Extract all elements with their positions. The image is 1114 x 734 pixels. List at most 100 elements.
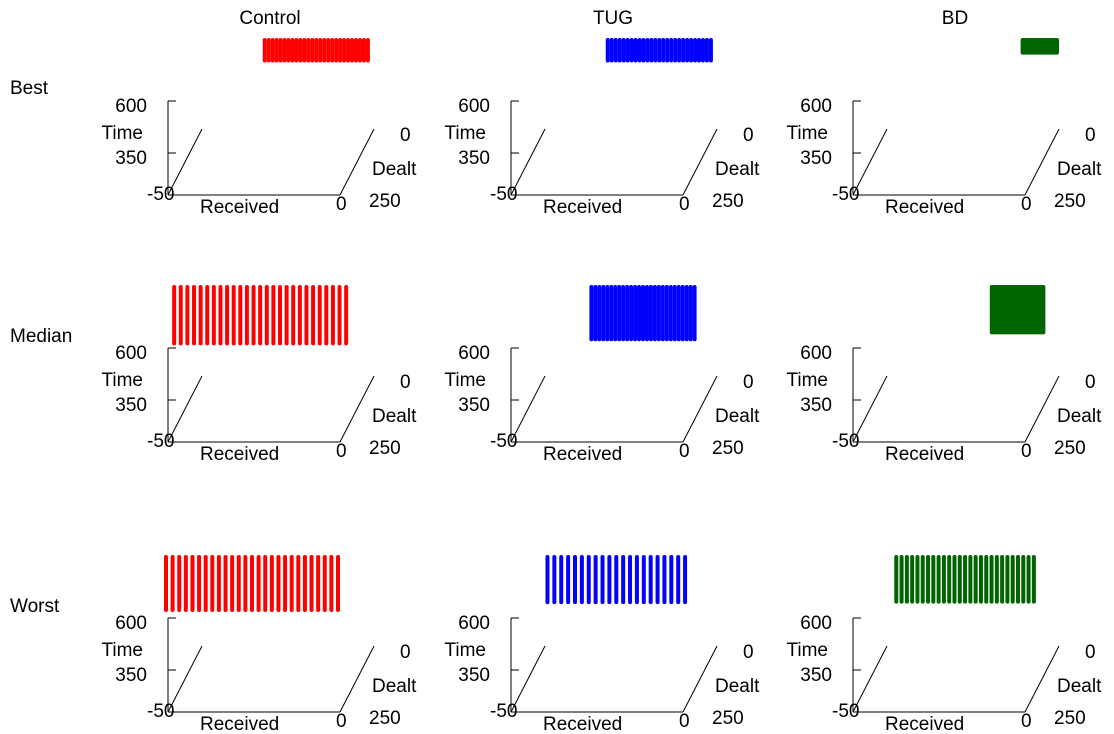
z-tick-600-worst-tug: 600 (458, 613, 490, 634)
axis-dealt-line-median-tug (682, 375, 718, 443)
z-tick-600-worst-control: 600 (115, 613, 147, 634)
z-label-median-tug: Time (444, 370, 486, 391)
z-tick-600-median-control: 600 (115, 343, 147, 364)
x-tick-max-median-bd: 0 (1021, 441, 1032, 462)
axis-dealt-line-best-control (339, 128, 375, 196)
x-tick-min-worst-bd: -50 (832, 701, 859, 722)
y-label-best-bd: Dealt (1057, 159, 1102, 180)
y-tick-max-best-control: 250 (369, 191, 401, 212)
x-label-best-bd: Received (885, 197, 964, 218)
y-tick-min-best-control: 0 (400, 125, 411, 146)
floor-back-line-best-control (167, 128, 203, 196)
y-tick-min-median-control: 0 (400, 372, 411, 393)
x-tick-min-median-tug: -50 (490, 431, 517, 452)
floor-back-line-median-control (167, 375, 203, 443)
x-tick-min-best-control: -50 (147, 184, 174, 205)
floor-back-line-best-tug (510, 128, 546, 196)
y-tick-min-worst-control: 0 (400, 642, 411, 663)
z-tick-600-median-tug: 600 (458, 343, 490, 364)
axis-dealt-line-best-tug (682, 128, 718, 196)
z-tick-600-best-tug: 600 (458, 96, 490, 117)
z-label-worst-control: Time (101, 640, 143, 661)
x-tick-min-median-control: -50 (147, 431, 174, 452)
floor-back-line-median-tug (510, 375, 546, 443)
axis-dealt-line-worst-bd (1024, 645, 1060, 713)
x-label-worst-tug: Received (543, 714, 622, 734)
axis-dealt-line-worst-tug (682, 645, 718, 713)
y-label-best-tug: Dealt (715, 159, 760, 180)
z-label-median-control: Time (101, 370, 143, 391)
y-tick-min-worst-tug: 0 (743, 642, 754, 663)
y-tick-max-median-control: 250 (369, 438, 401, 459)
row-label-worst: Worst (10, 596, 60, 617)
y-tick-min-worst-bd: 0 (1085, 642, 1096, 663)
row-label-median: Median (10, 326, 72, 347)
x-tick-max-best-tug: 0 (679, 194, 690, 215)
row-label-best: Best (10, 78, 49, 99)
y-label-median-tug: Dealt (715, 406, 760, 427)
y-label-median-bd: Dealt (1057, 406, 1102, 427)
z-tick-350-median-control: 350 (115, 395, 147, 416)
x-label-worst-control: Received (200, 714, 279, 734)
x-tick-min-best-tug: -50 (490, 184, 517, 205)
y-label-worst-control: Dealt (372, 676, 417, 697)
x-label-median-tug: Received (543, 444, 622, 465)
y-tick-max-median-bd: 250 (1054, 438, 1086, 459)
z-tick-600-median-bd: 600 (800, 343, 832, 364)
x-tick-min-worst-control: -50 (147, 701, 174, 722)
y-tick-min-best-tug: 0 (743, 125, 754, 146)
axis-dealt-line-median-bd (1024, 375, 1060, 443)
y-label-median-control: Dealt (372, 406, 417, 427)
z-label-worst-tug: Time (444, 640, 486, 661)
y-tick-min-median-tug: 0 (743, 372, 754, 393)
floor-back-line-worst-bd (852, 645, 888, 713)
z-tick-350-worst-tug: 350 (458, 665, 490, 686)
y-tick-max-median-tug: 250 (712, 438, 744, 459)
y-tick-max-best-tug: 250 (712, 191, 744, 212)
x-label-worst-bd: Received (885, 714, 964, 734)
y-tick-min-median-bd: 0 (1085, 372, 1096, 393)
axis-dealt-line-best-bd (1024, 128, 1060, 196)
floor-back-line-worst-tug (510, 645, 546, 713)
x-tick-min-best-bd: -50 (832, 184, 859, 205)
floor-back-line-median-bd (852, 375, 888, 443)
x-tick-min-median-bd: -50 (832, 431, 859, 452)
y-tick-max-worst-bd: 250 (1054, 708, 1086, 729)
z-label-worst-bd: Time (786, 640, 828, 661)
y-label-best-control: Dealt (372, 159, 417, 180)
z-tick-600-best-control: 600 (115, 96, 147, 117)
z-tick-350-median-tug: 350 (458, 395, 490, 416)
y-tick-max-worst-control: 250 (369, 708, 401, 729)
y-label-worst-tug: Dealt (715, 676, 760, 697)
x-tick-max-best-bd: 0 (1021, 194, 1032, 215)
z-tick-350-best-bd: 350 (800, 148, 832, 169)
z-tick-350-worst-control: 350 (115, 665, 147, 686)
z-label-best-tug: Time (444, 123, 486, 144)
x-tick-max-median-control: 0 (336, 441, 347, 462)
y-label-worst-bd: Dealt (1057, 676, 1102, 697)
column-header-tug: TUG (593, 8, 633, 29)
x-tick-max-worst-control: 0 (336, 711, 347, 732)
x-tick-min-worst-tug: -50 (490, 701, 517, 722)
x-tick-max-median-tug: 0 (679, 441, 690, 462)
x-tick-max-best-control: 0 (336, 194, 347, 215)
z-tick-600-best-bd: 600 (800, 96, 832, 117)
axis-dealt-line-median-control (339, 375, 375, 443)
column-header-control: Control (239, 8, 300, 29)
x-label-median-control: Received (200, 444, 279, 465)
z-tick-350-median-bd: 350 (800, 395, 832, 416)
floor-back-line-worst-control (167, 645, 203, 713)
x-tick-max-worst-tug: 0 (679, 711, 690, 732)
z-tick-350-best-tug: 350 (458, 148, 490, 169)
x-label-median-bd: Received (885, 444, 964, 465)
z-tick-350-worst-bd: 350 (800, 665, 832, 686)
y-tick-max-worst-tug: 250 (712, 708, 744, 729)
x-label-best-control: Received (200, 197, 279, 218)
axis-dealt-line-worst-control (339, 645, 375, 713)
z-tick-600-worst-bd: 600 (800, 613, 832, 634)
z-tick-350-best-control: 350 (115, 148, 147, 169)
z-label-best-bd: Time (786, 123, 828, 144)
y-tick-min-best-bd: 0 (1085, 125, 1096, 146)
y-tick-max-best-bd: 250 (1054, 191, 1086, 212)
